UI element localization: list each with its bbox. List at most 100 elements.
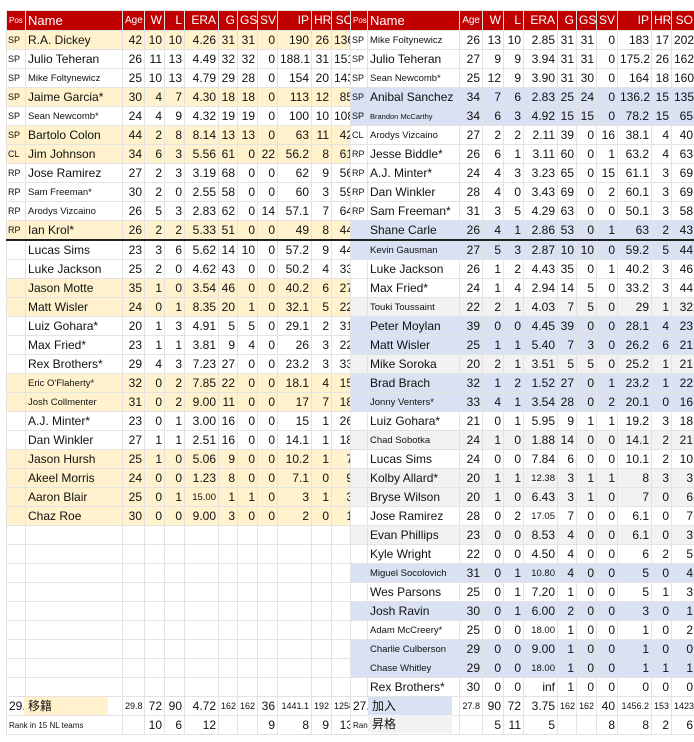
cell-games: 4 <box>557 525 577 545</box>
cell-losses: 0 <box>164 506 185 526</box>
cell-saves: 0 <box>257 278 278 298</box>
cell-games-started: 3 <box>576 335 597 355</box>
cell-innings-pitched: 1 <box>617 658 652 678</box>
cell-innings-pitched: 190 <box>277 30 312 50</box>
empty-cell <box>184 639 219 659</box>
cell-wins: 0 <box>482 449 504 469</box>
cell-pos: SP <box>350 30 368 50</box>
cell-strikeouts: 1 <box>671 601 694 621</box>
cell-age: 25 <box>459 68 483 88</box>
cell-games: 18 <box>218 87 238 107</box>
cell-games: 9 <box>557 411 577 431</box>
cell-strikeouts: 23 <box>671 316 694 336</box>
cell-games-started: 1 <box>237 297 258 317</box>
cell-home-runs: 1 <box>311 449 332 469</box>
cell-saves: 0 <box>596 544 618 564</box>
cell-games-started: 0 <box>576 563 597 583</box>
cell-wins: 0 <box>144 468 165 488</box>
empty-cell <box>144 658 165 678</box>
player-row: Jonny Venters* 33 4 1 3.54 28 0 2 20.1 0 16 <box>350 392 694 412</box>
empty-cell <box>164 639 185 659</box>
cell-age: 44 <box>122 125 145 145</box>
cell-losses: 3 <box>503 163 524 183</box>
empty-cell <box>311 525 332 545</box>
cell-saves: 1 <box>596 220 618 241</box>
cell-home-runs: 5 <box>311 297 332 317</box>
cell-home-runs: 3 <box>311 335 332 355</box>
rank-games-started <box>237 715 258 735</box>
cell-games-started: 10 <box>237 239 258 260</box>
cell-age: 26 <box>459 144 483 164</box>
cell-games: 16 <box>218 430 238 450</box>
cell-games-started: 0 <box>237 163 258 183</box>
cell-era: 3.90 <box>523 68 558 88</box>
rank-wins: 5 <box>482 715 504 735</box>
total-strikeouts: 1258 <box>331 696 356 716</box>
header-games: G <box>218 10 238 31</box>
cell-saves: 0 <box>596 201 618 221</box>
cell-strikeouts: 22 <box>331 297 356 317</box>
cell-games: 13 <box>218 125 238 145</box>
cell-home-runs: 3 <box>651 411 672 431</box>
cell-innings-pitched: 78.2 <box>617 106 652 126</box>
cell-games-started: 19 <box>237 106 258 126</box>
cell-wins: 0 <box>144 506 165 526</box>
cell-games: 32 <box>218 49 238 69</box>
cell-pos: SP <box>6 49 26 69</box>
cell-pos <box>350 677 368 697</box>
cell-strikeouts: 40 <box>671 125 694 145</box>
cell-games-started: 0 <box>576 144 597 164</box>
cell-saves: 0 <box>596 68 618 88</box>
empty-cell <box>25 677 123 697</box>
cell-name: Matt Wisler <box>25 297 123 317</box>
cell-pos <box>350 278 368 298</box>
total-saves: 40 <box>596 696 618 716</box>
cell-pos: CL <box>6 144 26 164</box>
cell-home-runs: 9 <box>311 163 332 183</box>
cell-innings-pitched: 6 <box>617 544 652 564</box>
cell-age: 21 <box>459 411 483 431</box>
cell-era: 5.33 <box>184 220 219 241</box>
cell-home-runs: 1 <box>651 658 672 678</box>
empty-row <box>6 639 356 659</box>
cell-innings-pitched: 1 <box>617 639 652 659</box>
cell-losses: 3 <box>164 144 185 164</box>
cell-wins: 2 <box>482 125 504 145</box>
player-row: Max Fried* 23 1 1 3.81 9 4 0 26 3 22 <box>6 335 356 355</box>
cell-innings-pitched: 26.2 <box>617 335 652 355</box>
rank-home-runs: 9 <box>311 715 332 735</box>
cell-pos <box>350 392 368 412</box>
cell-name: Chase Whitley <box>367 658 460 678</box>
cell-wins: 6 <box>144 144 165 164</box>
cell-wins: 0 <box>482 563 504 583</box>
empty-cell <box>184 601 219 621</box>
cell-age: 26 <box>459 259 483 279</box>
rank-row: Rank in 15 NL teams 10 6 12 9 8 9 13 <box>6 715 356 735</box>
header-pos: Pos <box>350 10 368 31</box>
cell-saves: 0 <box>596 354 618 374</box>
cell-home-runs: 2 <box>651 430 672 450</box>
cell-name: Lucas Sims <box>25 239 123 260</box>
cell-home-runs: 18 <box>651 68 672 88</box>
cell-wins: 6 <box>482 106 504 126</box>
cell-era: 9.00 <box>184 392 219 412</box>
empty-cell <box>25 658 123 678</box>
cell-games: 58 <box>218 182 238 202</box>
cell-saves: 0 <box>596 239 618 260</box>
cell-name: Adam McCreery* <box>367 620 460 640</box>
cell-wins: 5 <box>482 239 504 260</box>
empty-cell <box>6 582 26 602</box>
player-row: A.J. Minter* 23 0 1 3.00 16 0 0 15 1 26 <box>6 411 356 431</box>
cell-home-runs: 11 <box>311 125 332 145</box>
cell-home-runs: 5 <box>651 239 672 260</box>
cell-strikeouts: 32 <box>671 297 694 317</box>
cell-era: 15.00 <box>184 487 219 507</box>
cell-era: 7.85 <box>184 373 219 393</box>
cell-name: Touki Toussaint <box>367 297 460 317</box>
cell-innings-pitched: 3 <box>617 601 652 621</box>
empty-cell <box>311 563 332 583</box>
cell-home-runs: 26 <box>311 30 332 50</box>
empty-cell <box>144 544 165 564</box>
empty-cell <box>164 525 185 545</box>
cell-games: 16 <box>218 411 238 431</box>
